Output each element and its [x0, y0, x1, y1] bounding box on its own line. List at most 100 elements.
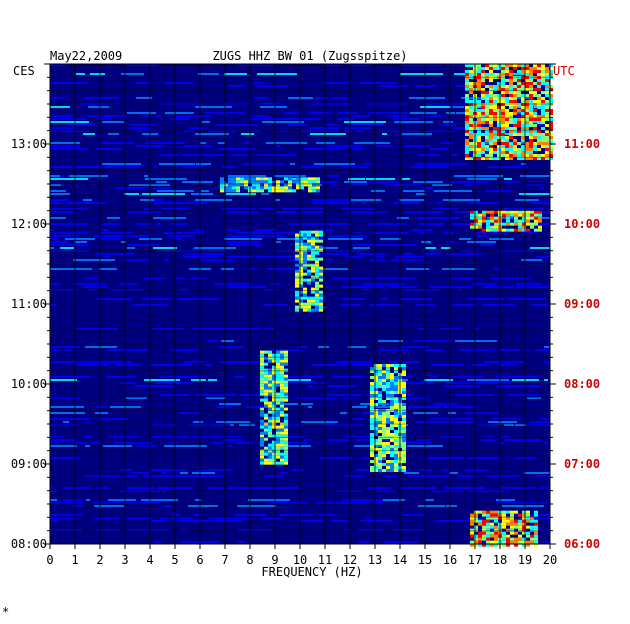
- energy-cell: [529, 94, 533, 97]
- energy-cell: [382, 433, 386, 436]
- energy-cell: [390, 364, 394, 367]
- noise-streak: [543, 541, 550, 543]
- energy-cell: [537, 103, 541, 106]
- noise-streak: [250, 268, 255, 270]
- noise-streak: [443, 385, 479, 387]
- noise-streak: [344, 397, 353, 399]
- energy-cell: [390, 424, 394, 427]
- energy-cell: [299, 239, 303, 243]
- energy-cell: [374, 430, 378, 433]
- energy-cell: [517, 76, 521, 79]
- energy-cell: [489, 70, 493, 73]
- energy-cell: [502, 519, 506, 523]
- energy-cell: [549, 94, 553, 97]
- energy-cell: [260, 437, 264, 441]
- noise-streak: [143, 475, 185, 477]
- energy-cell: [501, 79, 505, 82]
- energy-cell: [272, 407, 276, 411]
- energy-cell: [465, 115, 469, 118]
- energy-cell: [268, 183, 272, 187]
- noise-streak: [394, 382, 434, 384]
- noise-streak: [403, 469, 410, 471]
- energy-cell: [386, 442, 390, 445]
- energy-cell: [534, 522, 538, 526]
- energy-cell: [303, 278, 307, 282]
- energy-cell: [303, 257, 307, 261]
- energy-cell: [232, 177, 236, 181]
- energy-cell: [382, 469, 386, 472]
- noise-streak: [404, 472, 419, 474]
- energy-cell: [276, 356, 280, 360]
- noise-streak: [437, 202, 442, 204]
- energy-cell: [394, 445, 398, 448]
- noise-streak: [488, 166, 528, 168]
- energy-cell: [315, 266, 319, 270]
- energy-cell: [545, 91, 549, 94]
- noise-streak: [83, 277, 100, 279]
- energy-cell: [501, 121, 505, 124]
- noise-streak: [253, 130, 261, 132]
- noise-streak: [172, 514, 180, 516]
- energy-cell: [482, 543, 486, 547]
- energy-cell: [478, 543, 482, 547]
- energy-cell: [526, 228, 530, 232]
- energy-cell: [549, 109, 553, 112]
- noise-streak: [357, 253, 385, 255]
- utc-tick-label: 09:00: [564, 297, 600, 311]
- energy-cell: [481, 115, 485, 118]
- energy-cell: [522, 525, 526, 529]
- noise-streak: [319, 250, 362, 252]
- energy-cell: [402, 415, 406, 418]
- energy-cell: [386, 370, 390, 373]
- energy-cell: [525, 133, 529, 136]
- energy-cell: [465, 145, 469, 148]
- energy-cell: [268, 428, 272, 432]
- noise-streak: [443, 199, 480, 201]
- energy-cell: [390, 403, 394, 406]
- energy-cell: [509, 130, 513, 133]
- energy-cell: [386, 373, 390, 376]
- energy-cell: [517, 82, 521, 85]
- energy-cell: [276, 428, 280, 432]
- energy-cell: [526, 516, 530, 520]
- noise-streak: [174, 499, 178, 501]
- energy-cell: [260, 365, 264, 369]
- energy-cell: [390, 454, 394, 457]
- energy-cell: [501, 67, 505, 70]
- energy-cell: [272, 419, 276, 423]
- noise-streak: [184, 130, 195, 132]
- noise-streak: [136, 97, 152, 99]
- noise-streak: [83, 286, 107, 288]
- energy-cell: [268, 356, 272, 360]
- noise-streak: [50, 232, 88, 234]
- noise-streak: [476, 235, 489, 237]
- noise-streak: [348, 346, 366, 348]
- noise-streak: [344, 475, 365, 477]
- energy-cell: [300, 183, 304, 187]
- noise-streak: [351, 199, 381, 201]
- energy-cell: [514, 522, 518, 526]
- noise-streak: [417, 217, 460, 219]
- energy-cell: [378, 421, 382, 424]
- noise-streak: [116, 187, 149, 189]
- noise-streak: [152, 424, 176, 426]
- energy-cell: [284, 452, 288, 456]
- energy-cell: [537, 139, 541, 142]
- energy-cell: [514, 219, 518, 223]
- energy-cell: [529, 79, 533, 82]
- energy-cell: [497, 127, 501, 130]
- energy-cell: [493, 130, 497, 133]
- energy-cell: [382, 400, 386, 403]
- energy-cell: [517, 133, 521, 136]
- energy-cell: [284, 377, 288, 381]
- noise-streak: [344, 121, 386, 123]
- noise-streak: [501, 436, 510, 438]
- energy-cell: [394, 406, 398, 409]
- energy-cell: [533, 154, 537, 157]
- energy-cell: [276, 380, 280, 384]
- noise-streak: [50, 127, 75, 129]
- noise-streak: [91, 442, 100, 444]
- energy-cell: [509, 85, 513, 88]
- noise-streak: [50, 130, 56, 132]
- noise-streak: [195, 394, 236, 396]
